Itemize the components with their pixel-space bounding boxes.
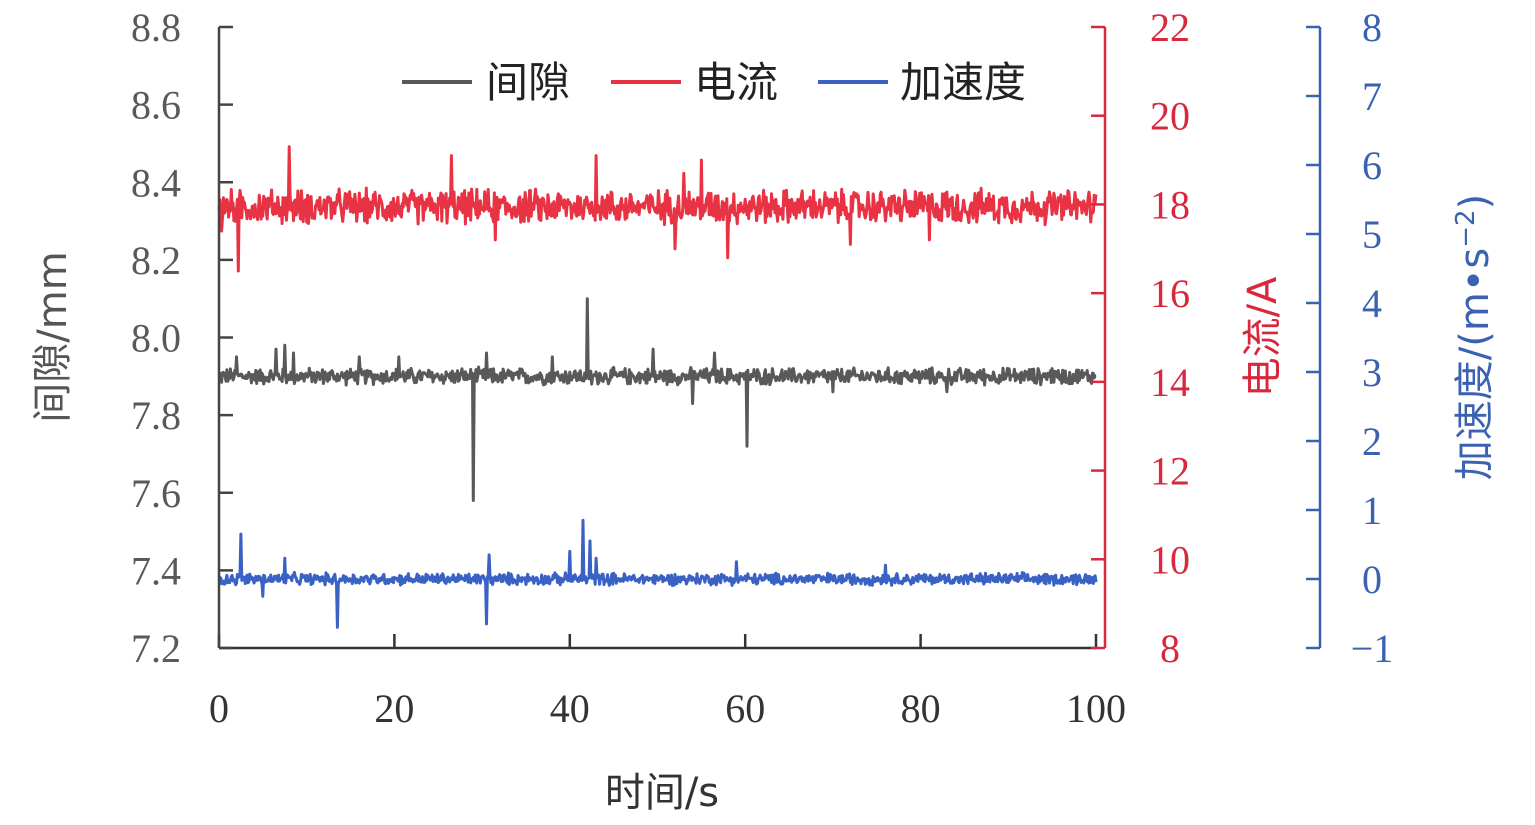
gap-tick-label: 8.6 — [131, 83, 181, 128]
current-tick-label: 20 — [1150, 94, 1190, 139]
current-tick-label: 18 — [1150, 182, 1190, 227]
current-tick-label: 12 — [1150, 449, 1190, 494]
current-axis: 8 10 12 14 16 18 20 22 — [1091, 5, 1190, 671]
current-axis-title: 电流/A — [1240, 276, 1286, 397]
accel-tick-label: 3 — [1362, 350, 1382, 395]
accel-tick-label: 6 — [1362, 143, 1382, 188]
gap-tick-label: 7.8 — [131, 393, 181, 438]
legend: 间隙 电流 加速度 — [402, 58, 1026, 107]
accel-tick-label: −1 — [1351, 626, 1394, 671]
accel-axis-title: 加速度/(m•s−2) — [1451, 194, 1498, 480]
gap-tick-label: 8.8 — [131, 5, 181, 50]
accel-axis-title-close: ) — [1452, 194, 1498, 210]
accel-axis-title-sup: −2 — [1451, 209, 1481, 247]
x-tick-label: 60 — [725, 686, 765, 731]
gap-tick-label: 7.6 — [131, 471, 181, 516]
gap-axis-title: 间隙/mm — [30, 251, 76, 422]
x-tick-label: 100 — [1066, 686, 1126, 731]
accel-axis: −1 0 1 2 3 4 5 6 7 8 — [1306, 5, 1393, 671]
gap-tick-label: 8.2 — [131, 238, 181, 283]
x-tick-label: 40 — [550, 686, 590, 731]
accel-axis-title-main: 加速度/(m•s — [1452, 248, 1498, 480]
series-line-gap — [217, 297, 1097, 502]
accel-tick-label: 5 — [1362, 212, 1382, 257]
current-tick-label: 8 — [1160, 626, 1180, 671]
gap-tick-label: 7.2 — [131, 626, 181, 671]
x-tick-label: 80 — [901, 686, 941, 731]
current-tick-label: 16 — [1150, 271, 1190, 316]
plot-lines — [217, 145, 1098, 629]
series-line-current — [217, 145, 1098, 273]
accel-tick-label: 2 — [1362, 419, 1382, 464]
accel-tick-label: 7 — [1362, 74, 1382, 119]
x-axis: 0 20 40 60 80 100 — [209, 634, 1126, 731]
current-tick-label: 22 — [1150, 5, 1190, 50]
legend-label-current: 电流 — [694, 58, 778, 107]
accel-tick-label: 8 — [1362, 5, 1382, 50]
legend-label-accel: 加速度 — [900, 58, 1026, 107]
x-axis-title: 时间/s — [605, 770, 719, 816]
current-tick-label: 14 — [1150, 360, 1190, 405]
current-tick-label: 10 — [1150, 537, 1190, 582]
gap-tick-label: 8.0 — [131, 316, 181, 361]
x-tick-label: 20 — [374, 686, 414, 731]
accel-tick-label: 0 — [1362, 557, 1382, 602]
legend-label-gap: 间隙 — [486, 58, 570, 107]
accel-tick-label: 4 — [1362, 281, 1382, 326]
gap-tick-label: 7.4 — [131, 548, 181, 593]
accel-tick-label: 1 — [1362, 488, 1382, 533]
series-line-accel — [217, 518, 1098, 629]
x-tick-label: 0 — [209, 686, 229, 731]
gap-tick-label: 8.4 — [131, 160, 181, 205]
gap-axis: 7.2 7.4 7.6 7.8 8.0 8.2 8.4 8.6 8.8 — [131, 5, 233, 671]
